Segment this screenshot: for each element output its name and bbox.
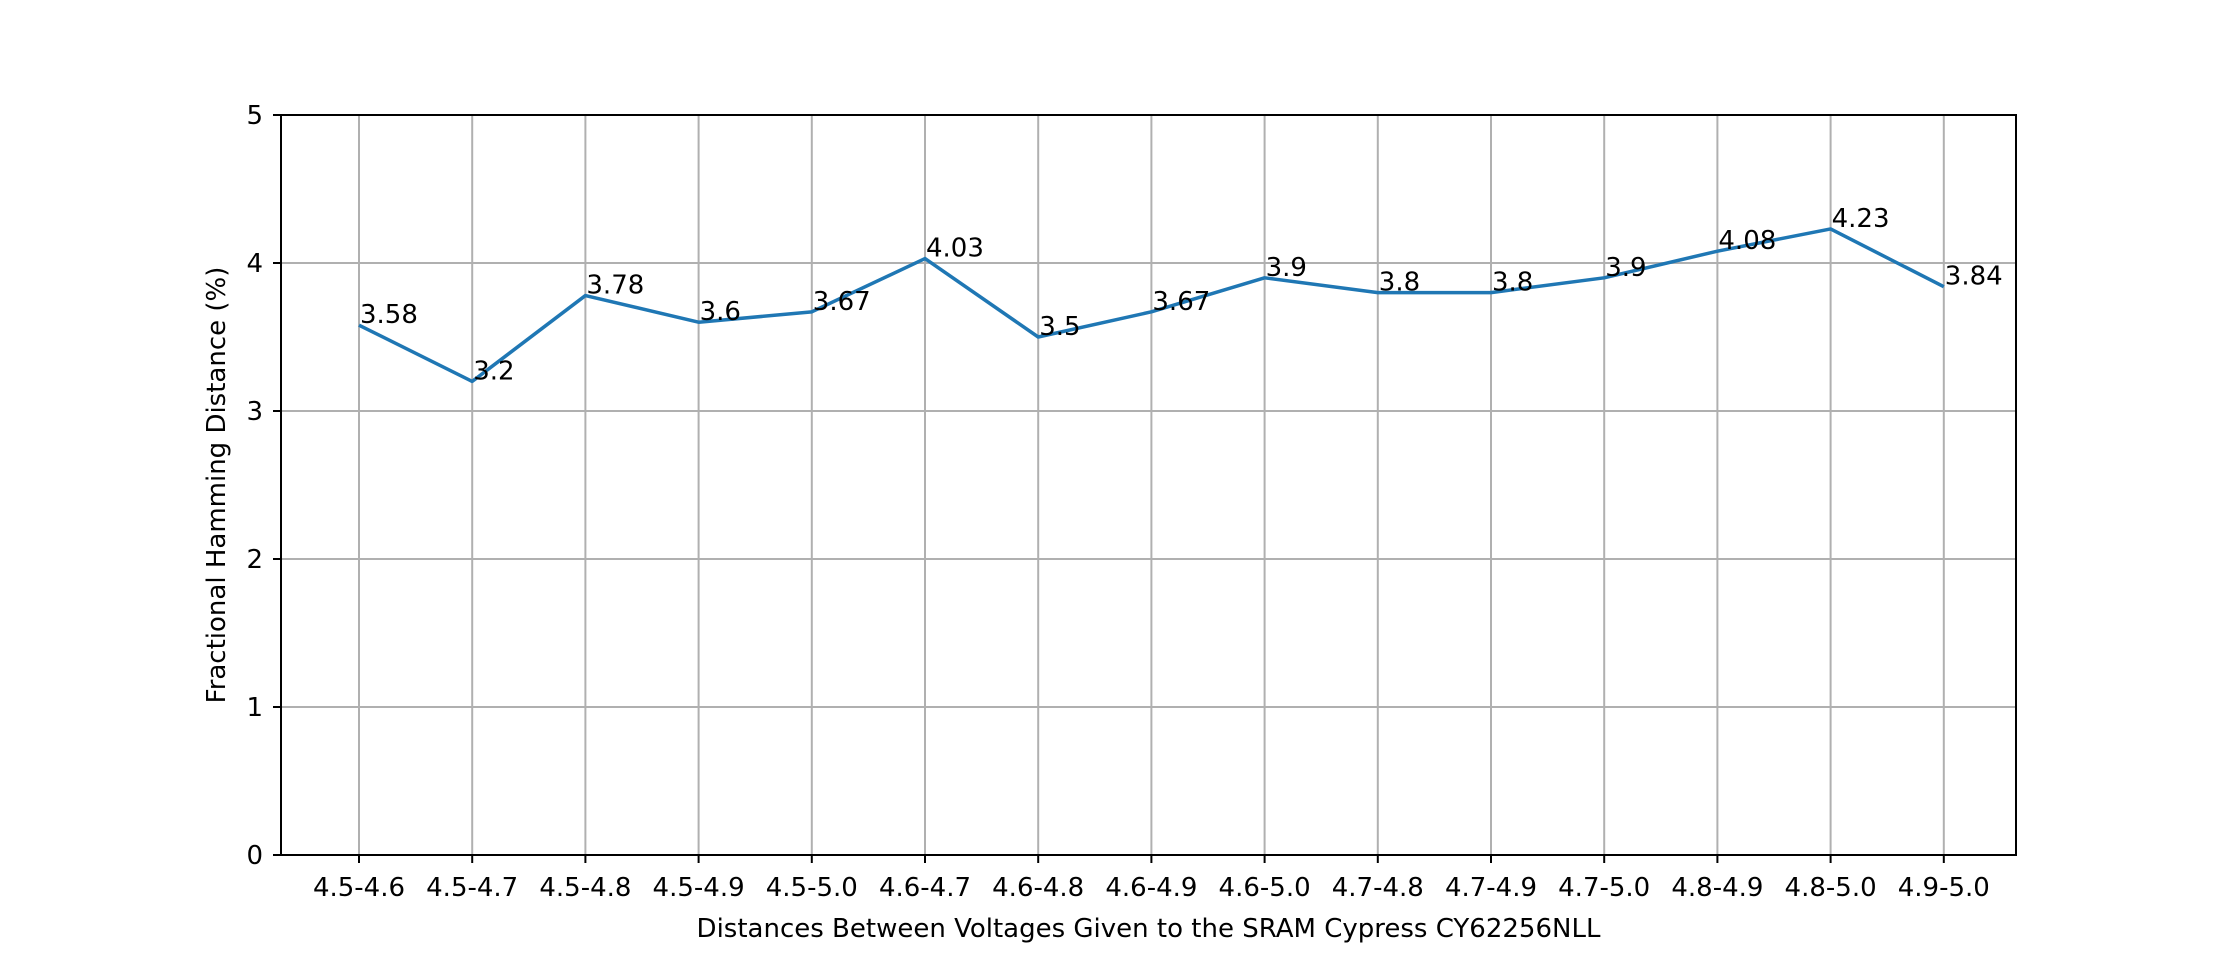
data-label: 3.58 [360,300,418,330]
x-tick-label: 4.5-5.0 [766,873,858,903]
x-tick-label: 4.7-5.0 [1558,873,1650,903]
x-tick-label: 4.6-5.0 [1219,873,1311,903]
y-tick-label: 4 [246,249,263,279]
data-label: 3.9 [1605,253,1646,283]
data-label: 3.8 [1492,268,1533,298]
y-axis-title: Fractional Hamming Distance (%) [202,267,232,704]
data-labels: 3.58 3.2 3.78 3.6 3.67 4.03 3.5 3.67 3.9 3.8 3.8 3.… [360,204,2003,386]
x-tick-label: 4.5-4.8 [539,873,631,903]
x-tick-label: 4.7-4.8 [1332,873,1424,903]
data-label: 4.03 [926,234,984,264]
x-tick-label: 4.5-4.6 [313,873,405,903]
x-tick-label: 4.8-4.9 [1671,873,1763,903]
data-label: 3.67 [1152,287,1210,317]
data-label: 3.78 [586,271,644,301]
ticks: 0 1 2 3 4 5 4.5-4.6 4.5-4.7 4.5-4.8 4.5-4.9 4.5-5.… [246,101,1989,903]
x-tick-label: 4.6-4.8 [992,873,1084,903]
data-label: 3.6 [700,297,741,327]
data-label: 4.08 [1718,226,1776,256]
data-label: 3.67 [813,287,871,317]
data-label: 3.84 [1945,262,2003,292]
data-label: 4.23 [1832,204,1890,234]
plot-frame [280,114,2017,856]
y-tick-label: 3 [246,397,263,427]
x-tick-label: 4.6-4.7 [879,873,971,903]
y-tick-label: 1 [246,693,263,723]
data-label: 3.5 [1039,312,1080,342]
data-label: 3.8 [1379,268,1420,298]
data-label: 3.9 [1266,253,1307,283]
series-layer [358,227,1945,384]
y-tick-label: 5 [246,101,263,131]
y-tick-label: 2 [246,545,263,575]
x-axis-title: Distances Between Voltages Given to the … [697,914,1601,944]
series-line [358,227,1945,384]
x-tick-label: 4.6-4.9 [1105,873,1197,903]
x-tick-label: 4.5-4.9 [653,873,745,903]
x-tick-label: 4.5-4.7 [426,873,518,903]
y-tick-label: 0 [246,841,263,871]
x-tick-label: 4.7-4.9 [1445,873,1537,903]
x-tick-label: 4.9-5.0 [1898,873,1990,903]
data-label: 3.2 [473,356,514,386]
x-tick-label: 4.8-5.0 [1785,873,1877,903]
